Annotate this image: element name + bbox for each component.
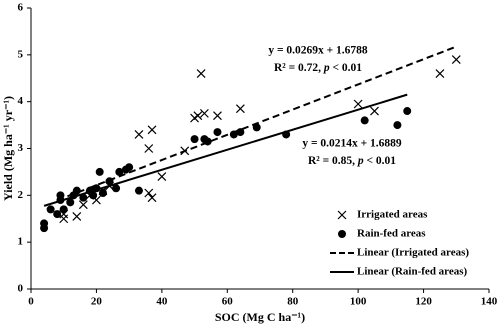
r-squared-part: < 0.01 xyxy=(330,62,363,74)
y-tick-label: 6 xyxy=(18,2,24,14)
x-tick-label: 100 xyxy=(350,296,367,308)
point xyxy=(252,123,261,132)
point xyxy=(95,167,104,176)
y-tick-label: 0 xyxy=(18,283,24,295)
point xyxy=(213,111,222,121)
x-tick-label: 120 xyxy=(415,296,432,308)
legend-label: Linear (Irrigated areas) xyxy=(357,247,469,259)
point xyxy=(435,69,445,78)
point xyxy=(235,104,245,114)
r-squared-part: < 0.01 xyxy=(364,155,397,167)
trend-line xyxy=(43,93,408,207)
point xyxy=(190,135,199,144)
x-tick-label: 20 xyxy=(91,296,103,308)
point xyxy=(144,188,154,198)
point xyxy=(72,211,82,221)
point xyxy=(360,116,369,125)
legend-label: Rain-fed areas xyxy=(357,228,426,240)
x-tick-label: 140 xyxy=(481,296,498,308)
point xyxy=(370,106,379,116)
legend-marker xyxy=(338,230,346,238)
x-tick-label: 60 xyxy=(222,296,234,308)
point xyxy=(46,205,55,214)
point xyxy=(147,125,157,135)
point xyxy=(59,214,69,224)
point xyxy=(134,186,143,195)
r-squared: R² = 0.85, p < 0.01 xyxy=(308,155,396,167)
r-squared-part: R² = 0.85, xyxy=(308,155,358,167)
point xyxy=(89,191,98,200)
point xyxy=(199,108,209,118)
r-squared: R² = 0.72, p < 0.01 xyxy=(274,62,362,74)
equation: y = 0.0269x + 1.6788 xyxy=(268,45,368,57)
legend: Irrigated areas Rain-fed areas Linear (Irr… xyxy=(357,209,469,278)
x-axis-label: SOC (Mg C ha⁻¹) xyxy=(215,310,305,324)
legend-label: Irrigated areas xyxy=(357,209,428,221)
point xyxy=(196,69,206,78)
r-squared-part: p xyxy=(357,155,364,167)
point xyxy=(213,128,222,137)
x-tick-label: 0 xyxy=(28,296,34,308)
point xyxy=(115,167,124,176)
point xyxy=(79,193,88,202)
legend-marker xyxy=(337,210,347,220)
point xyxy=(134,130,144,139)
point xyxy=(78,200,88,210)
point xyxy=(98,188,107,197)
point xyxy=(193,111,203,121)
point xyxy=(147,193,157,203)
point xyxy=(53,210,62,219)
equation: y = 0.0214x + 1.6889 xyxy=(302,138,402,150)
point xyxy=(157,172,167,182)
point xyxy=(59,205,68,214)
r-squared-part: p xyxy=(323,62,330,74)
point xyxy=(393,121,402,130)
trend-line xyxy=(56,45,457,202)
point xyxy=(125,163,134,172)
point xyxy=(353,99,363,109)
point xyxy=(403,107,412,116)
point xyxy=(144,144,154,153)
y-tick-label: 4 xyxy=(18,95,24,107)
y-tick-label: 2 xyxy=(18,189,24,201)
point xyxy=(66,198,75,207)
point xyxy=(40,219,49,228)
x-tick-label: 80 xyxy=(287,296,299,308)
legend-label: Linear (Rain-fed areas) xyxy=(357,266,468,278)
point xyxy=(236,128,245,137)
y-tick-label: 3 xyxy=(18,142,24,154)
point xyxy=(112,184,121,193)
x-tick-label: 40 xyxy=(156,296,168,308)
y-axis-label: Yield (Mg ha⁻¹ yr⁻¹) xyxy=(1,96,15,201)
y-tick-label: 5 xyxy=(18,48,24,60)
r-squared-part: R² = 0.72, xyxy=(274,62,324,74)
point xyxy=(451,55,461,64)
y-tick-label: 1 xyxy=(18,236,24,248)
